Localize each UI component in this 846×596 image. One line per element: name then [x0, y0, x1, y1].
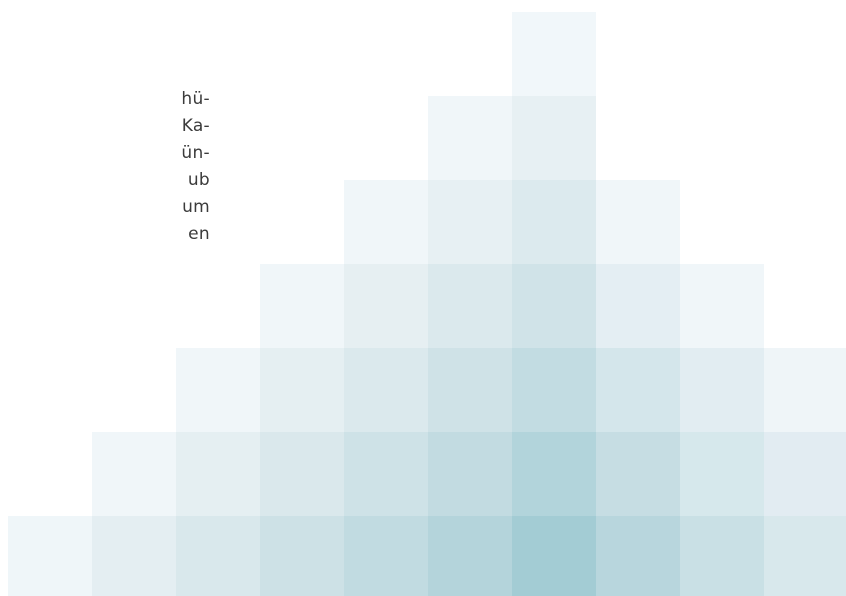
pyramid-tile [764, 516, 846, 596]
pyramid-tile [92, 516, 176, 596]
pyramid-tile [176, 348, 260, 432]
pyramid-tile [260, 264, 344, 348]
pyramid-tile [260, 348, 344, 432]
pyramid-tile [260, 516, 344, 596]
pyramid-tile [344, 264, 428, 348]
pyramid-tile [344, 516, 428, 596]
pyramid-tile [680, 432, 764, 516]
paragraph-line: en [188, 224, 210, 244]
pyramid-tile [512, 12, 596, 96]
paragraph-line: Ka- [181, 116, 210, 136]
pyramid-tile [680, 264, 764, 348]
pyramid-tile [344, 348, 428, 432]
pyramid-tile [176, 432, 260, 516]
pyramid-tile [428, 96, 512, 180]
pyramid-tile [596, 432, 680, 516]
pyramid-tile [596, 180, 680, 264]
pyramid-tile [428, 180, 512, 264]
clipped-paragraph: hü- Ka- ün- ub um en [0, 86, 210, 248]
pyramid-tile [596, 348, 680, 432]
pyramid-tile [596, 516, 680, 596]
pyramid-tile [764, 348, 846, 432]
paragraph-line: hü- [181, 89, 210, 109]
pyramid-tile [512, 96, 596, 180]
pyramid-tile [92, 432, 176, 516]
pyramid-tile [512, 432, 596, 516]
pyramid-tile [680, 516, 764, 596]
pyramid-tile [428, 516, 512, 596]
pyramid-tile [512, 180, 596, 264]
pyramid-tile [764, 432, 846, 516]
paragraph-line: ub [187, 170, 210, 190]
pyramid-tile [344, 432, 428, 516]
pyramid-tile [176, 516, 260, 596]
pyramid-tile [512, 264, 596, 348]
paragraph-line: um [182, 197, 210, 217]
pyramid-tile [260, 432, 344, 516]
pyramid-tile [344, 180, 428, 264]
pyramid-tile [428, 348, 512, 432]
pyramid-tile [680, 348, 764, 432]
pyramid-tile [8, 516, 92, 596]
pyramid-tile [428, 264, 512, 348]
pyramid-tile [512, 516, 596, 596]
pyramid-tile [428, 432, 512, 516]
paragraph-line: ün- [181, 143, 210, 163]
pyramid-tile [512, 348, 596, 432]
pyramid-tile [596, 264, 680, 348]
